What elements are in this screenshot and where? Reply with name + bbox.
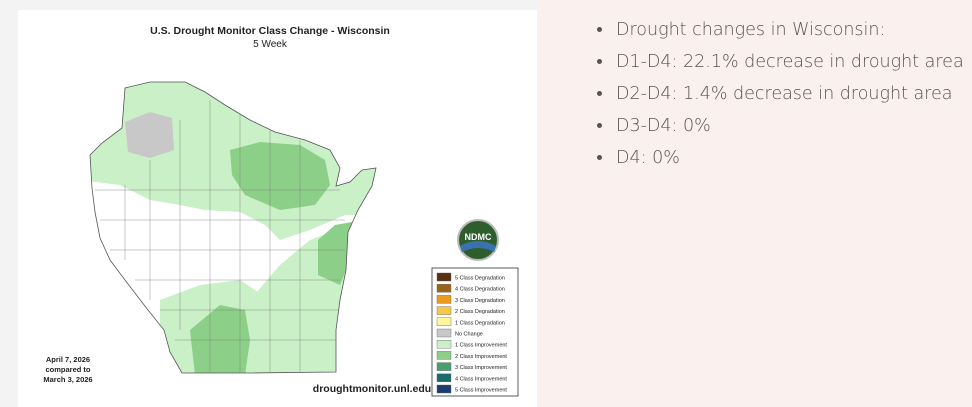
note-item: Drought changes in Wisconsin:: [614, 14, 964, 46]
legend-swatch: [436, 340, 452, 349]
legend-swatch: [436, 362, 452, 371]
legend-label: 5 Class Improvement: [455, 388, 507, 394]
legend-label: 3 Class Degradation: [455, 298, 505, 304]
legend-label: 4 Class Degradation: [455, 287, 505, 293]
drought-map: U.S. Drought Monitor Class Change - Wisc…: [18, 10, 537, 407]
legend-label: 1 Class Improvement: [455, 343, 507, 349]
date-line: March 3, 2026: [43, 375, 92, 384]
legend-swatch: [436, 317, 452, 326]
date-line: April 7, 2026: [46, 355, 90, 364]
legend-swatch: [436, 373, 452, 382]
note-item: D2-D4: 1.4% decrease in drought area: [614, 78, 964, 110]
legend-swatch: [436, 306, 452, 315]
legend-swatch: [436, 295, 452, 304]
county-lines: [95, 100, 345, 372]
note-item: D3-D4: 0%: [614, 110, 964, 142]
legend-label: 2 Class Improvement: [455, 354, 507, 360]
legend-label: 1 Class Degradation: [455, 320, 505, 326]
logo-circle: [457, 219, 499, 261]
legend-label: 4 Class Improvement: [455, 376, 507, 382]
legend: 5 Class Degradation 4 Class Degradation 3 …: [436, 272, 507, 394]
legend-label: 5 Class Degradation: [455, 276, 505, 282]
state-outline: [89, 81, 377, 374]
map-subtitle: 5 Week: [253, 39, 288, 50]
notes-list: Drought changes in Wisconsin:D1-D4: 22.1…: [592, 14, 964, 174]
legend-label: No Change: [455, 332, 483, 338]
legend-swatch: [436, 328, 452, 338]
legend-label: 2 Class Degradation: [455, 309, 505, 315]
legend-swatch: [436, 272, 452, 282]
legend-label: 3 Class Improvement: [455, 365, 507, 371]
logo-wave: [460, 241, 496, 252]
note-item: D4: 0%: [614, 142, 964, 174]
legend-swatch: [436, 384, 452, 394]
source-url: droughtmonitor.unl.edu: [313, 383, 431, 395]
legend-swatch: [436, 284, 452, 293]
map-title: U.S. Drought Monitor Class Change - Wisc…: [150, 25, 390, 37]
note-item: D1-D4: 22.1% decrease in drought area: [614, 46, 964, 78]
logo-text: NDMC: [465, 232, 492, 242]
date-line: compared to: [45, 365, 90, 374]
legend-swatch: [436, 351, 452, 360]
